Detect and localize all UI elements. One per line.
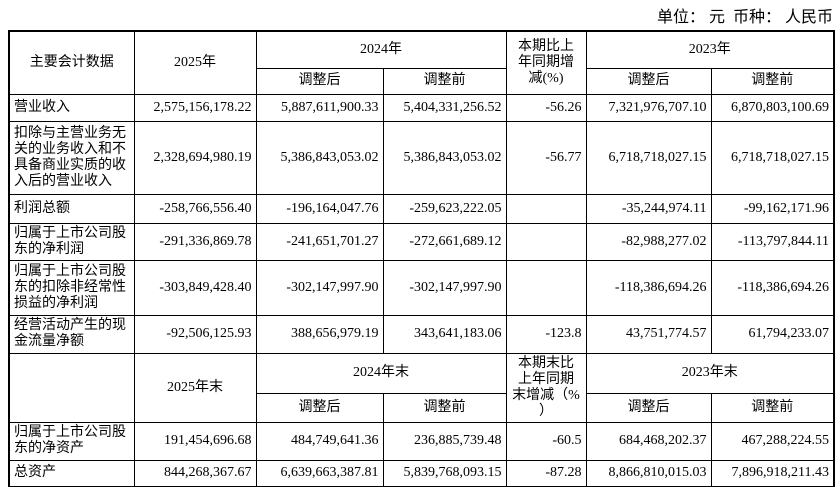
header-row-section2-main: 2025年末 2024年末 本期末比 上年同期 末增减（% ） 2023年末 bbox=[8, 352, 835, 423]
header-2023: 2023年 bbox=[585, 30, 835, 69]
header-change-pct: 本期比上 年同期增 减(%) bbox=[505, 30, 587, 95]
table-row: 归属于上市公司股东的净资产 191,454,696.68 484,749,641… bbox=[8, 421, 835, 461]
cell-2023-adjusted: -118,386,694.26 bbox=[585, 259, 712, 316]
cell-label: 经营活动产生的现金流量净额 bbox=[8, 314, 135, 354]
header-2024-end-adjusted: 调整后 bbox=[255, 392, 384, 423]
header-2024: 2024年 bbox=[255, 30, 507, 69]
cell-change bbox=[505, 222, 587, 261]
table-row: 经营活动产生的现金流量净额 -92,506,125.93 388,656,979… bbox=[8, 314, 835, 354]
cell-2025: 844,268,367.67 bbox=[133, 459, 257, 487]
header-2023-adjusted: 调整后 bbox=[585, 67, 712, 95]
header-2024-end-original: 调整前 bbox=[382, 392, 507, 423]
cell-2024-original: 343,641,183.06 bbox=[382, 314, 507, 354]
header-2023-end-adjusted: 调整后 bbox=[585, 392, 712, 423]
cell-2024-adjusted: -196,164,047.76 bbox=[255, 193, 384, 224]
header-2023-end: 2023年末 bbox=[585, 352, 835, 394]
cell-2024-original: -302,147,997.90 bbox=[382, 259, 507, 316]
cell-2024-original: 236,885,739.48 bbox=[382, 421, 507, 461]
cell-2025: -258,766,556.40 bbox=[133, 193, 257, 224]
header-2025: 2025年 bbox=[133, 30, 257, 95]
cell-2023-original: -118,386,694.26 bbox=[710, 259, 835, 316]
cell-2023-adjusted: 6,718,718,027.15 bbox=[585, 120, 712, 195]
cell-2024-adjusted: -241,651,701.27 bbox=[255, 222, 384, 261]
cell-label: 归属于上市公司股东的净资产 bbox=[8, 421, 135, 461]
cell-2025: -92,506,125.93 bbox=[133, 314, 257, 354]
cell-label: 扣除与主营业务无关的业务收入和不具备商业实质的收入后的营业收入 bbox=[8, 120, 135, 195]
table-row: 利润总额 -258,766,556.40 -196,164,047.76 -25… bbox=[8, 193, 835, 224]
table-row: 扣除与主营业务无关的业务收入和不具备商业实质的收入后的营业收入 2,328,69… bbox=[8, 120, 835, 195]
cell-change: -123.8 bbox=[505, 314, 587, 354]
cell-2025: 2,575,156,178.22 bbox=[133, 93, 257, 122]
header-2025-end: 2025年末 bbox=[133, 352, 257, 423]
cell-change: -56.77 bbox=[505, 120, 587, 195]
cell-2024-adjusted: -302,147,997.90 bbox=[255, 259, 384, 316]
header-2024-original: 调整前 bbox=[382, 67, 507, 95]
cell-change bbox=[505, 259, 587, 316]
cell-2024-adjusted: 484,749,641.36 bbox=[255, 421, 384, 461]
header-row-section1-sub: 调整后 调整前 调整后 调整前 bbox=[9, 67, 835, 95]
cell-2023-original: 61,794,233.07 bbox=[710, 314, 835, 354]
header-2023-end-original: 调整前 bbox=[710, 392, 835, 423]
cell-2023-adjusted: -82,988,277.02 bbox=[585, 222, 712, 261]
cell-2024-original: 5,386,843,053.02 bbox=[382, 120, 507, 195]
cell-2023-original: -113,797,844.11 bbox=[710, 222, 835, 261]
cell-2024-original: -272,661,689.12 bbox=[382, 222, 507, 261]
header-2023-original: 调整前 bbox=[710, 67, 835, 95]
key-accounting-data-table: 主要会计数据 2025年 2024年 本期比上 年同期增 减(%) 2023年 … bbox=[8, 30, 835, 487]
table-row: 总资产 844,268,367.67 6,639,663,387.81 5,83… bbox=[8, 459, 835, 487]
header-end-change-pct: 本期末比 上年同期 末增减（% ） bbox=[505, 352, 587, 423]
cell-label: 利润总额 bbox=[8, 193, 135, 224]
header-2024-end: 2024年末 bbox=[255, 352, 507, 394]
cell-2024-original: -259,623,222.05 bbox=[382, 193, 507, 224]
cell-change bbox=[505, 193, 587, 224]
cell-2025: -303,849,428.40 bbox=[133, 259, 257, 316]
cell-2024-adjusted: 5,887,611,900.33 bbox=[255, 93, 384, 122]
header-row-section1-main: 主要会计数据 2025年 2024年 本期比上 年同期增 减(%) 2023年 bbox=[8, 30, 835, 95]
cell-change: -56.26 bbox=[505, 93, 587, 122]
cell-2025: -291,336,869.78 bbox=[133, 222, 257, 261]
table-row: 营业收入 2,575,156,178.22 5,887,611,900.33 5… bbox=[8, 93, 835, 122]
cell-2023-original: 6,870,803,100.69 bbox=[710, 93, 835, 122]
cell-label: 归属于上市公司股东的扣除非经常性损益的净利润 bbox=[8, 259, 135, 316]
cell-change: -87.28 bbox=[505, 459, 587, 487]
cell-2025: 191,454,696.68 bbox=[133, 421, 257, 461]
header-main-label-2 bbox=[8, 352, 135, 423]
cell-2025: 2,328,694,980.19 bbox=[133, 120, 257, 195]
cell-change: -60.5 bbox=[505, 421, 587, 461]
cell-2023-adjusted: 7,321,976,707.10 bbox=[585, 93, 712, 122]
header-2024-adjusted: 调整后 bbox=[255, 67, 384, 95]
unit-currency-note: 单位： 元 币种： 人民币 bbox=[656, 9, 833, 26]
cell-label: 营业收入 bbox=[8, 93, 135, 122]
cell-2023-adjusted: 8,866,810,015.03 bbox=[585, 459, 712, 487]
cell-2024-original: 5,404,331,256.52 bbox=[382, 93, 507, 122]
cell-2023-original: 7,896,918,211.43 bbox=[710, 459, 835, 487]
cell-2023-original: -99,162,171.96 bbox=[710, 193, 835, 224]
cell-2024-adjusted: 388,656,979.19 bbox=[255, 314, 384, 354]
cell-2023-original: 6,718,718,027.15 bbox=[710, 120, 835, 195]
cell-label: 归属于上市公司股东的净利润 bbox=[8, 222, 135, 261]
header-row-section2-sub: 调整后 调整前 调整后 调整前 bbox=[9, 392, 835, 423]
cell-2023-adjusted: 43,751,774.57 bbox=[585, 314, 712, 354]
cell-2023-original: 467,288,224.55 bbox=[710, 421, 835, 461]
cell-2023-adjusted: -35,244,974.11 bbox=[585, 193, 712, 224]
cell-2024-adjusted: 6,639,663,387.81 bbox=[255, 459, 384, 487]
cell-2024-adjusted: 5,386,843,053.02 bbox=[255, 120, 384, 195]
cell-label: 总资产 bbox=[8, 459, 135, 487]
table-row: 归属于上市公司股东的净利润 -291,336,869.78 -241,651,7… bbox=[8, 222, 835, 261]
cell-2023-adjusted: 684,468,202.37 bbox=[585, 421, 712, 461]
cell-2024-original: 5,839,768,093.15 bbox=[382, 459, 507, 487]
table-row: 归属于上市公司股东的扣除非经常性损益的净利润 -303,849,428.40 -… bbox=[8, 259, 835, 316]
header-main-label: 主要会计数据 bbox=[8, 30, 135, 95]
